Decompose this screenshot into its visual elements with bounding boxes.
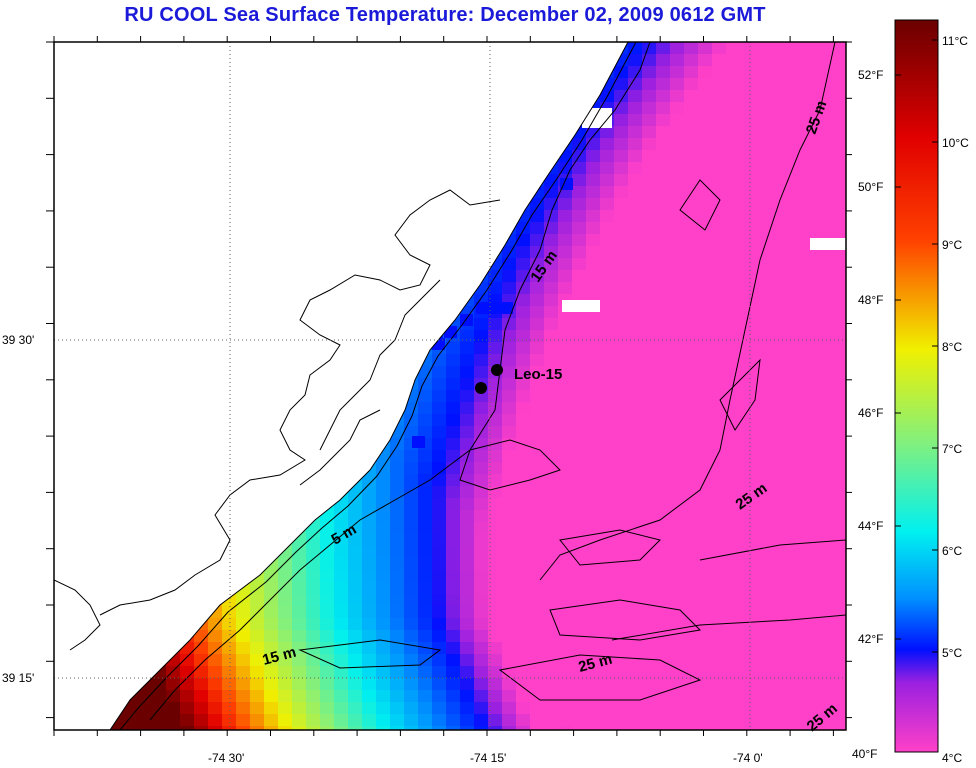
fahrenheit-label: 40°F: [852, 747, 877, 761]
map-title: RU COOL Sea Surface Temperature: Decembe…: [124, 4, 766, 26]
axis-ticks: [46, 36, 852, 736]
colorbar-ticks: [895, 39, 938, 753]
fahrenheit-label: 44°F: [858, 519, 883, 533]
station-marker: [475, 382, 487, 394]
lon-label: -74 15': [470, 751, 506, 765]
lat-label: 39 15': [2, 671, 34, 685]
fahrenheit-label: 46°F: [858, 406, 883, 420]
celsius-label: 4°C: [942, 751, 962, 765]
station-label: Leo-15: [514, 366, 562, 383]
lon-label: -74 0': [733, 751, 763, 765]
land-area: [54, 42, 628, 730]
celsius-label: 5°C: [942, 646, 962, 660]
colorbar-ramp: [894, 19, 939, 753]
fahrenheit-label: 42°F: [858, 632, 883, 646]
celsius-label: 9°C: [942, 238, 962, 252]
celsius-label: 8°C: [942, 340, 962, 354]
fahrenheit-label: 52°F: [858, 68, 883, 82]
celsius-label: 7°C: [942, 442, 962, 456]
celsius-label: 6°C: [942, 544, 962, 558]
fahrenheit-label: 50°F: [858, 180, 883, 194]
sst-field: [54, 42, 846, 730]
celsius-label: 10°C: [942, 136, 969, 150]
fahrenheit-label: 48°F: [858, 293, 883, 307]
station-marker: [491, 364, 503, 376]
leo15-station: Leo-15: [475, 364, 562, 394]
map-frame: [53, 41, 847, 731]
bathymetry-contours: [54, 42, 846, 730]
lat-label: 39 30': [2, 333, 34, 347]
celsius-label: 11°C: [942, 34, 968, 48]
graticule: [54, 42, 846, 730]
lon-label: -74 30': [208, 751, 244, 765]
